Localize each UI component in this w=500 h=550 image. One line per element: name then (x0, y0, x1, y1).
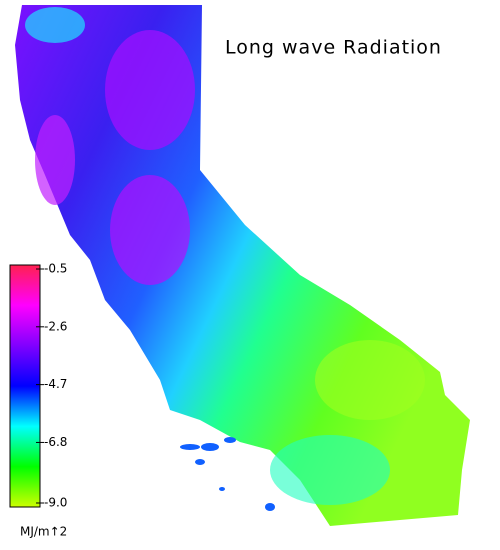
colorbar-tick-label: -9.0 (44, 496, 67, 510)
island (219, 487, 225, 491)
colorbar-fill (9, 264, 41, 508)
colorbar-tick-label: -4.7 (44, 377, 67, 391)
cyan-region (25, 7, 85, 43)
island (224, 437, 236, 443)
colorbar: -0.5 -2.6 -4.7 -6.8 -9.0 (9, 262, 67, 510)
island (201, 443, 219, 451)
purple-region (110, 175, 190, 285)
green-region (315, 340, 425, 420)
map-title: Long wave Radiation (225, 37, 442, 59)
land (15, 5, 470, 526)
island (180, 444, 200, 450)
colorbar-tick-label: -0.5 (44, 262, 67, 276)
island (195, 459, 205, 465)
cyan-region (270, 435, 390, 505)
colorbar-tick-label: -2.6 (44, 319, 67, 333)
purple-region (35, 115, 75, 205)
island (265, 503, 275, 511)
california-map (15, 5, 470, 526)
purple-region (105, 30, 195, 150)
colorbar-unit: MJ/m↑2 (20, 525, 67, 539)
colorbar-tick-label: -6.8 (44, 435, 67, 449)
